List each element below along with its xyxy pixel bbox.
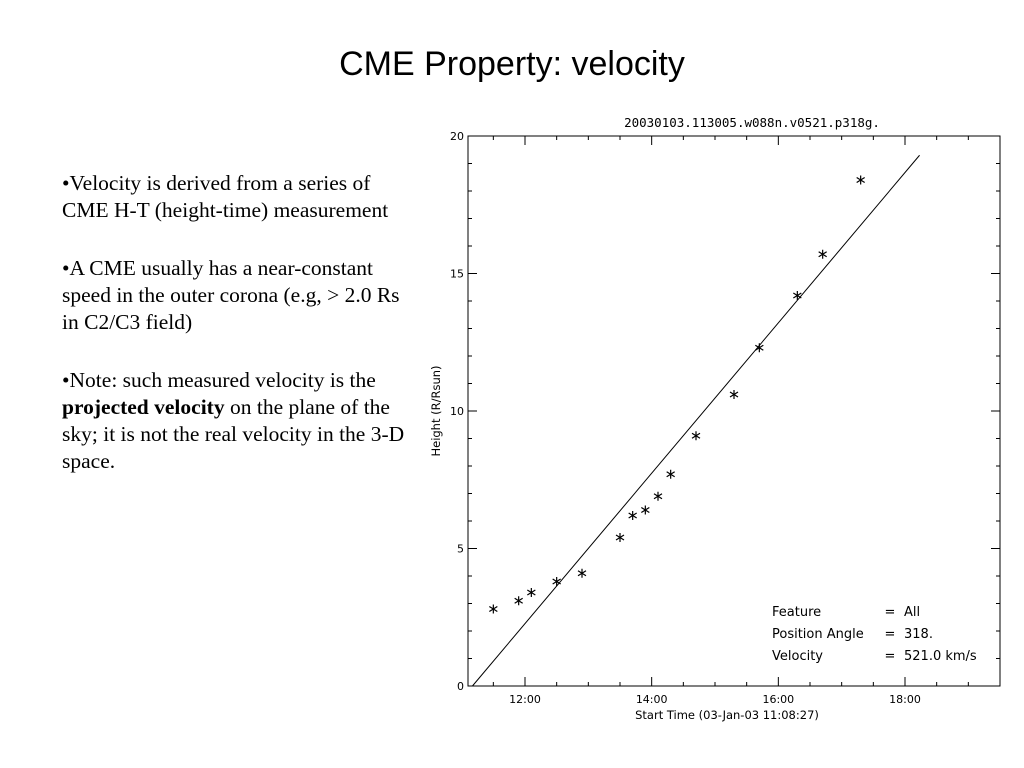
x-axis-label: Start Time (03-Jan-03 11:08:27) xyxy=(635,708,819,722)
y-tick-label: 15 xyxy=(450,268,464,281)
data-point-stroke xyxy=(755,344,764,351)
annotation-equals: = xyxy=(885,649,896,664)
data-point-stroke xyxy=(818,251,827,258)
data-point xyxy=(856,175,865,185)
x-tick-label: 14:00 xyxy=(636,693,668,706)
data-point xyxy=(577,568,587,578)
bullet-text: •Note: such measured velocity is the xyxy=(62,368,376,392)
data-point-stroke xyxy=(793,292,802,299)
data-point xyxy=(527,588,536,597)
annotation-label: Feature xyxy=(772,605,821,620)
annotation-equals: = xyxy=(885,627,896,642)
data-point xyxy=(489,604,498,614)
bullet-item: •A CME usually has a near-constant speed… xyxy=(62,256,400,334)
data-point-stroke xyxy=(514,597,523,604)
data-point xyxy=(755,343,764,353)
data-point-stroke xyxy=(641,506,650,514)
x-tick-label: 16:00 xyxy=(762,693,794,706)
data-point xyxy=(666,469,675,479)
data-point xyxy=(818,249,827,259)
annotation-value: All xyxy=(904,605,920,620)
y-tick-label: 20 xyxy=(450,130,464,143)
annotation-equals: = xyxy=(885,605,896,620)
data-point xyxy=(653,491,663,501)
data-point xyxy=(641,505,650,515)
plot-frame xyxy=(467,135,1001,687)
slide-title: CME Property: velocity xyxy=(339,45,685,83)
data-point-stroke xyxy=(729,391,739,398)
height-time-chart: 20030103.113005.w088n.v0521.p318g. 0 5 10 15… xyxy=(429,115,1001,722)
bullet-item: •Note: such measured velocity is the pro… xyxy=(62,367,407,475)
data-point-stroke xyxy=(552,578,561,585)
data-point-stroke xyxy=(489,605,498,613)
annotation-label: Position Angle xyxy=(772,627,864,642)
x-tick-label: 18:00 xyxy=(889,693,921,706)
data-point-stroke xyxy=(653,493,663,500)
chart-title: 20030103.113005.w088n.v0521.p318g. xyxy=(624,115,880,130)
data-point-stroke xyxy=(666,471,675,478)
data-point-stroke xyxy=(628,512,637,519)
annotation-value: 318. xyxy=(904,627,933,642)
annotation-label: Velocity xyxy=(772,649,823,664)
fit-line xyxy=(472,154,920,687)
data-point xyxy=(628,511,637,520)
y-tick-label: 5 xyxy=(457,543,464,556)
y-tick-label: 0 xyxy=(457,680,464,693)
annotation-value: 521.0 km/s xyxy=(904,649,977,664)
bullet-emphasis: projected velocity xyxy=(62,395,225,419)
x-tick-label: 12:00 xyxy=(509,693,541,706)
y-axis-label: Height (R/Rsun) xyxy=(429,365,443,456)
data-point-stroke xyxy=(856,176,865,184)
y-tick-label: 10 xyxy=(450,405,464,418)
bullet-list: •Velocity is derived from a series of CM… xyxy=(62,170,407,506)
data-point-stroke xyxy=(527,589,536,596)
data-point-stroke xyxy=(577,570,587,577)
data-point-stroke xyxy=(691,432,701,439)
data-point xyxy=(615,533,625,542)
data-point xyxy=(793,291,802,300)
data-point xyxy=(514,596,523,606)
data-point xyxy=(552,577,561,586)
data-point-stroke xyxy=(615,534,625,541)
bullet-text: on the plane of the sky; it is not the r… xyxy=(62,395,405,473)
bullet-item: •Velocity is derived from a series of CM… xyxy=(62,171,389,222)
data-point xyxy=(691,431,701,441)
data-point xyxy=(729,390,739,399)
